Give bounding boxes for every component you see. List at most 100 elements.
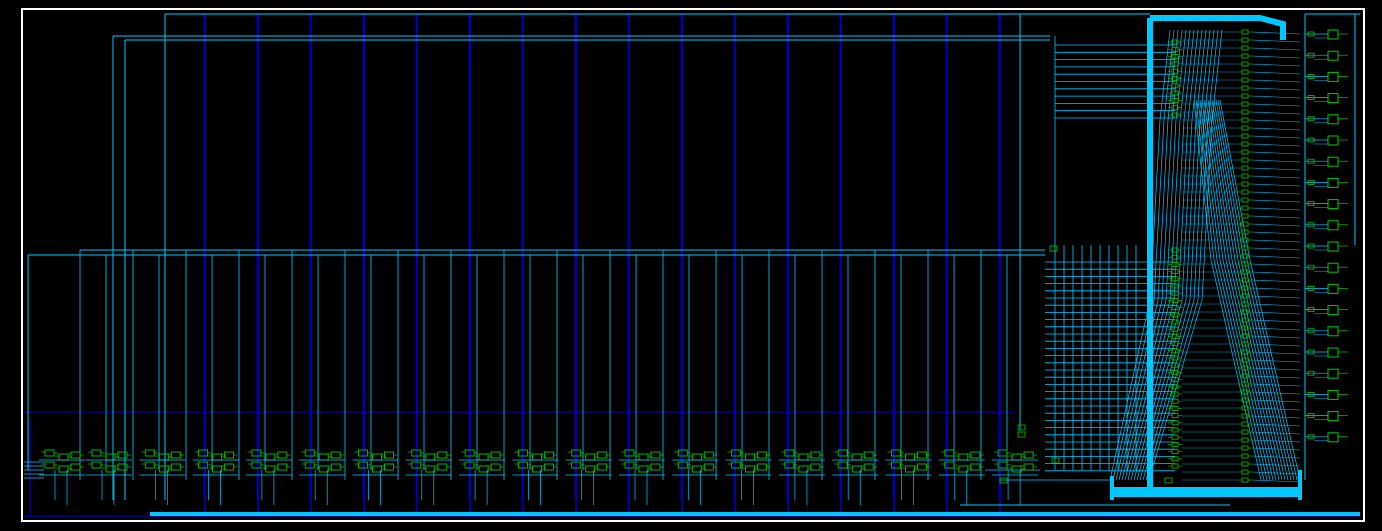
net-wire [1199, 99, 1271, 481]
flip-flop[interactable] [1327, 368, 1339, 379]
logic-gate[interactable] [1017, 431, 1026, 438]
gate-cluster[interactable] [245, 449, 292, 505]
net-wire [1251, 255, 1301, 259]
net-wire [1251, 175, 1301, 179]
output-cell[interactable] [1305, 432, 1348, 443]
logic-gate[interactable] [1164, 477, 1173, 484]
output-cell[interactable] [1305, 368, 1348, 379]
gate-cluster[interactable] [885, 449, 932, 505]
net-wire [1251, 455, 1301, 459]
output-cell[interactable] [1305, 50, 1348, 61]
flip-flop[interactable] [1327, 432, 1339, 443]
flip-flop[interactable] [1327, 305, 1339, 316]
output-cell[interactable] [1305, 283, 1348, 294]
output-cell[interactable] [1305, 347, 1348, 358]
logic-gate[interactable] [999, 477, 1008, 484]
net-wire [1219, 99, 1301, 481]
net-wire [1251, 207, 1301, 211]
net-wire [1251, 343, 1301, 347]
net-wire [1251, 63, 1301, 67]
gate-cluster[interactable] [86, 449, 132, 505]
net-wire [1195, 99, 1265, 481]
gate-cluster[interactable] [619, 449, 665, 505]
net-wire [1251, 151, 1301, 155]
flip-flop[interactable] [1327, 114, 1339, 125]
output-cell[interactable] [1305, 326, 1348, 337]
output-cell[interactable] [1305, 262, 1348, 273]
flip-flop[interactable] [1327, 199, 1339, 210]
gate-cluster[interactable] [565, 449, 612, 505]
flip-flop[interactable] [1327, 241, 1339, 252]
flip-flop[interactable] [1327, 29, 1339, 40]
flip-flop[interactable] [1327, 50, 1339, 61]
flip-flop[interactable] [1327, 93, 1339, 104]
net-wire [1209, 99, 1286, 481]
net-wire [1217, 99, 1298, 481]
output-cell[interactable] [1305, 156, 1348, 167]
logic-gate[interactable] [1049, 245, 1058, 252]
net-wire [1251, 295, 1301, 299]
flip-flop[interactable] [1327, 262, 1339, 273]
net-wire [1251, 247, 1301, 251]
flip-flop[interactable] [1327, 326, 1339, 337]
logic-cells[interactable] [39, 29, 1348, 505]
output-cell[interactable] [1305, 135, 1348, 146]
net-wire [1136, 29, 1207, 481]
output-cell[interactable] [1305, 220, 1348, 231]
flip-flop[interactable] [1327, 220, 1339, 231]
gate-cluster[interactable] [139, 449, 186, 505]
gate-cluster[interactable] [992, 449, 1039, 505]
gate-cluster[interactable] [512, 449, 559, 505]
output-cell[interactable] [1305, 305, 1348, 316]
gate-cluster[interactable] [672, 449, 719, 505]
logic-gate[interactable] [1017, 424, 1026, 431]
gate-cluster[interactable] [352, 449, 399, 505]
output-cell[interactable] [1305, 411, 1348, 422]
output-cell[interactable] [1305, 199, 1348, 210]
net-wire [1251, 311, 1301, 315]
gate-cluster[interactable] [778, 449, 825, 505]
flip-flop[interactable] [1327, 156, 1339, 167]
gate-cluster[interactable] [192, 449, 239, 505]
gate-cluster[interactable] [832, 449, 879, 505]
net-wire [1211, 99, 1289, 481]
logic-gate[interactable] [1051, 457, 1060, 464]
flip-flop[interactable] [1327, 347, 1339, 358]
net-wire [1251, 447, 1301, 451]
net-wire [1251, 271, 1301, 275]
output-cell[interactable] [1305, 177, 1348, 188]
net-wire [1251, 383, 1301, 387]
net-wire [1205, 99, 1280, 481]
net-wire [1251, 351, 1301, 355]
flip-flop[interactable] [1327, 283, 1339, 294]
net-wire [1145, 29, 1219, 481]
gate-cluster[interactable] [405, 449, 452, 505]
flip-flop[interactable] [1327, 71, 1339, 82]
gate-cluster[interactable] [938, 449, 985, 505]
flip-flop[interactable] [1327, 177, 1339, 188]
output-cell[interactable] [1305, 71, 1348, 82]
net-wire [1251, 167, 1301, 171]
output-cell[interactable] [1305, 114, 1348, 125]
net-wire [1203, 99, 1277, 481]
net-wire [1115, 29, 1179, 481]
gate-cluster[interactable] [459, 449, 506, 505]
flip-flop[interactable] [1327, 389, 1339, 400]
net-wire [1215, 99, 1295, 481]
gate-cluster[interactable] [725, 449, 772, 505]
net-wire [1251, 367, 1301, 371]
gate-cluster[interactable] [299, 449, 346, 505]
output-cell[interactable] [1305, 29, 1348, 40]
net-wire [1251, 391, 1301, 395]
net-wire [1251, 55, 1301, 59]
output-cell[interactable] [1305, 93, 1348, 104]
output-cell[interactable] [1305, 389, 1348, 400]
net-wire [1118, 29, 1183, 481]
gate-cluster[interactable] [39, 449, 85, 505]
net-wire [1251, 279, 1301, 283]
output-cell[interactable] [1305, 241, 1348, 252]
flip-flop[interactable] [1327, 411, 1339, 422]
flip-flop[interactable] [1327, 135, 1339, 146]
